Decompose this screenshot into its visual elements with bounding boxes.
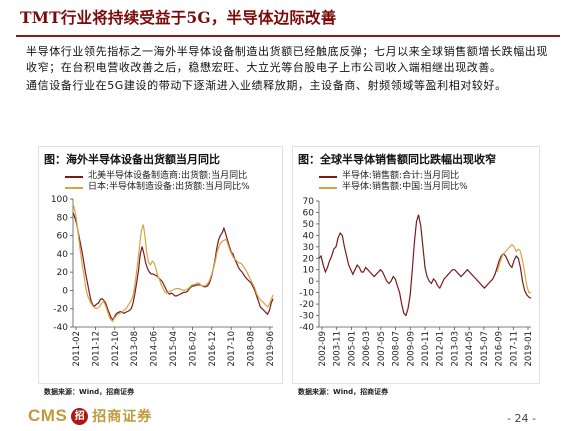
brand-cms-text: CMS xyxy=(28,406,68,425)
y-tick-label: -10 xyxy=(299,289,314,299)
right-chart-panel: 图：全球半导体销售额同比跌幅出现收窄 半导体:销售额:合计:当月同比 半导体:销… xyxy=(292,146,540,384)
x-tick-label: 2012-01 xyxy=(436,331,446,367)
y-tick-label: 100 xyxy=(51,195,68,205)
right-data-source: 数据来源：Wind，招商证券 xyxy=(298,388,389,396)
x-tick-label: 2019-01 xyxy=(524,331,534,367)
x-tick-label: 2007-05 xyxy=(377,331,387,367)
brand-chinese-name: 招商证券 xyxy=(92,409,153,425)
y-tick-label: -40 xyxy=(53,323,68,333)
x-tick-label: 2016-02 xyxy=(188,331,198,367)
y-tick-label: 70 xyxy=(303,197,315,207)
x-tick-label: 2015-07 xyxy=(480,331,490,367)
brand-mark-icon: 招 xyxy=(71,407,89,425)
y-tick-label: 30 xyxy=(303,243,315,253)
x-tick-label: 2009-09 xyxy=(406,331,416,367)
x-tick-label: 2012-10 xyxy=(111,331,121,367)
legend-label-series-1: 北美半导体设备制造商:出货额:当月同比 xyxy=(88,171,248,181)
legend-label-series-1: 半导体:销售额:合计:当月同比 xyxy=(342,171,460,181)
legend-swatch-gold xyxy=(319,186,337,189)
x-tick-label: 2010-11 xyxy=(421,331,431,367)
legend-swatch-gold xyxy=(65,186,83,189)
right-chart-title: 图：全球半导体销售额同比跌幅出现收窄 xyxy=(298,153,496,166)
y-tick-label: 10 xyxy=(303,266,315,276)
y-tick-label: 60 xyxy=(303,208,315,218)
x-tick-label: 2016-12 xyxy=(208,331,218,367)
legend-label-series-2: 日本:半导体制造设备:出货额:当月同比% xyxy=(88,182,250,192)
y-tick-label: 0 xyxy=(62,286,68,296)
x-tick-label: 2003-11 xyxy=(333,331,343,367)
x-tick-label: 2014-06 xyxy=(150,331,160,367)
y-tick-label: 20 xyxy=(57,268,69,278)
y-tick-label: 80 xyxy=(57,213,69,223)
right-chart-legend: 半导体:销售额:合计:当月同比 半导体:销售额:中国:当月同比% xyxy=(319,171,468,193)
x-tick-label: 2016-09 xyxy=(495,331,505,367)
x-tick-label: 2011-02 xyxy=(72,331,82,367)
y-tick-label: -20 xyxy=(299,300,314,310)
legend-swatch-dark-red xyxy=(65,175,83,178)
brand-logo: CMS 招 招商证券 xyxy=(28,406,152,426)
x-tick-label: 2014-05 xyxy=(465,331,475,367)
x-tick-label: 2002-09 xyxy=(318,331,328,367)
x-tick-label: 2008-07 xyxy=(392,331,402,367)
page-title: TMT行业将持续受益于5G，半导体边际改善 xyxy=(20,8,337,27)
left-chart-legend: 北美半导体设备制造商:出货额:当月同比 日本:半导体制造设备:出货额:当月同比% xyxy=(65,171,250,193)
x-tick-label: 2017-10 xyxy=(227,331,237,367)
y-tick-label: 60 xyxy=(57,232,69,242)
x-tick-label: 2013-03 xyxy=(450,331,460,367)
x-tick-label: 2018-08 xyxy=(247,331,257,367)
x-tick-label: 2019-06 xyxy=(266,331,276,367)
y-tick-label: 20 xyxy=(303,254,315,264)
paragraph-2: 通信设备行业在5G建设的带动下逐渐进入业绩释放期，主设备商、射频领域等盈利相对较… xyxy=(26,79,507,92)
series-line-2 xyxy=(496,243,531,294)
series-line-1 xyxy=(72,212,274,321)
x-tick-label: 2005-01 xyxy=(347,331,357,367)
y-tick-label: -30 xyxy=(299,312,314,322)
series-line-2 xyxy=(72,203,274,323)
title-divider xyxy=(16,35,560,37)
body-text: 半导体行业领先指标之一海外半导体设备制造出货额已经触底反弹；七月以来全球销售额增… xyxy=(26,44,552,97)
x-tick-label: 2013-08 xyxy=(130,331,140,367)
y-tick-label: 50 xyxy=(303,220,315,230)
left-data-source: 数据来源：Wind，招商证券 xyxy=(44,388,135,396)
legend-swatch-dark-red xyxy=(319,175,337,178)
legend-label-series-2: 半导体:销售额:中国:当月同比% xyxy=(342,182,468,192)
y-tick-label: 40 xyxy=(303,231,315,241)
y-tick-label: 40 xyxy=(57,250,69,260)
left-chart-panel: 图：海外半导体设备出货额当月同比 北美半导体设备制造商:出货额:当月同比 日本:… xyxy=(38,146,283,384)
paragraph-1: 半导体行业领先指标之一海外半导体设备制造出货额已经触底反弹；七月以来全球销售额增… xyxy=(26,45,548,74)
x-tick-label: 2015-04 xyxy=(169,331,179,367)
page-number: - 24 - xyxy=(507,412,536,425)
x-tick-label: 2011-12 xyxy=(91,331,101,367)
left-chart-title: 图：海外半导体设备出货额当月同比 xyxy=(44,153,220,166)
x-tick-label: 2017-11 xyxy=(509,331,519,367)
series-line-1 xyxy=(318,214,532,317)
left-line-chart: -40 -20 0 20 40 60 80 100 2011-02 2011-12 2012-10 2… xyxy=(51,195,276,367)
x-tick-label: 2006-03 xyxy=(362,331,372,367)
y-tick-label: 0 xyxy=(308,277,314,287)
y-tick-label: -20 xyxy=(53,305,68,315)
y-tick-label: -40 xyxy=(299,323,314,333)
